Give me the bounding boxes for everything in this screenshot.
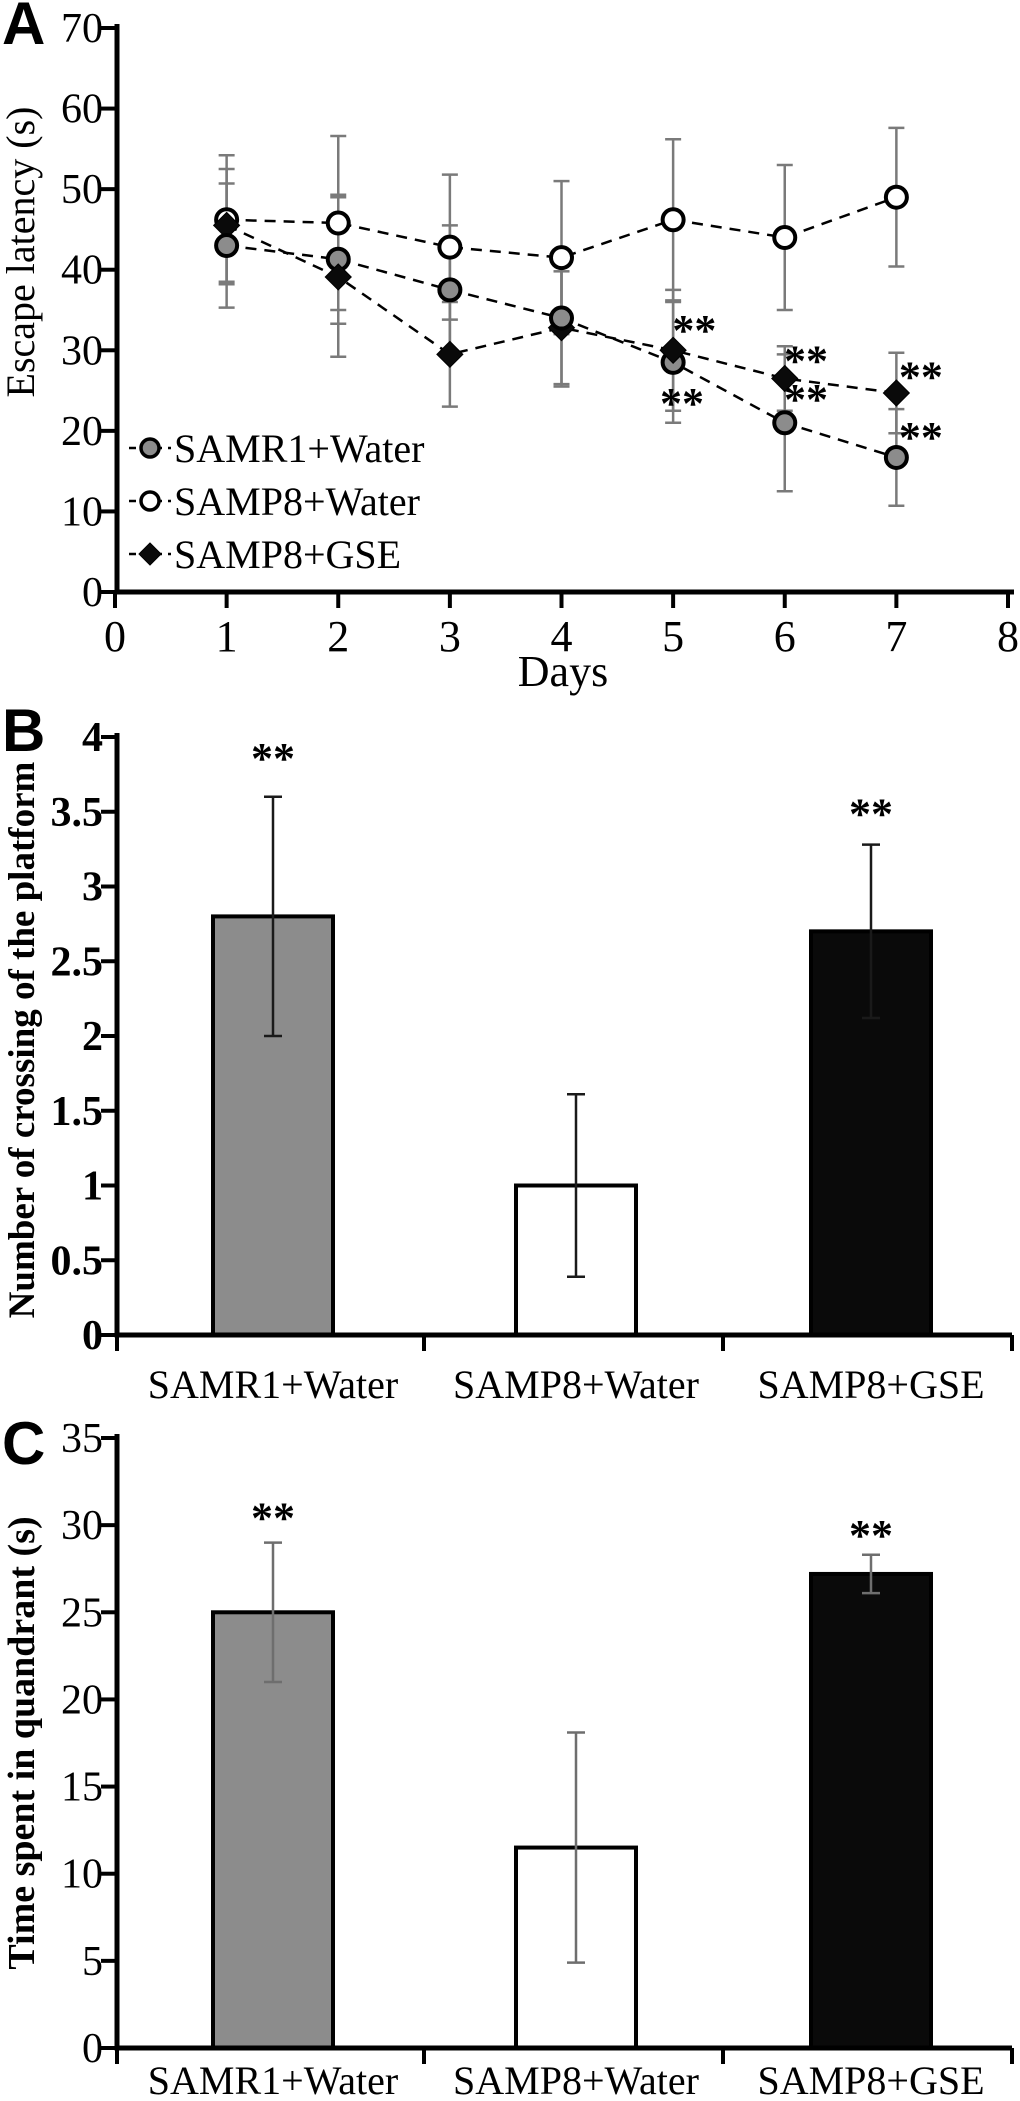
c-y-tick-label: 5 [82,1939,103,1985]
a-x-tick-label: 0 [104,612,126,661]
b-y-tick-label: 2 [82,1014,103,1060]
a-y-tick-label: 20 [61,409,103,455]
a-legend-label: SAMR1+Water [174,426,424,471]
c-y-tick-label: 0 [82,2026,103,2072]
a-significance-mark: ** [672,306,716,355]
a-marker-diamond [324,263,352,291]
a-legend-label: SAMP8+Water [174,479,420,524]
a-legend-marker [138,542,162,566]
c-significance-mark: ** [849,1511,893,1560]
a-marker-gray-circle [214,233,240,259]
a-legend-marker [139,437,161,459]
a-x-tick-label: 2 [327,612,349,661]
b-category-label: SAMR1+Water [148,1362,398,1407]
b-y-tick-label: 3.5 [51,790,104,836]
a-marker-white-circle [325,210,351,236]
b-y-axis-title: Number of crossing of the platform [2,761,43,1318]
b-y-tick-label: 3 [82,865,103,911]
c-bar-black [809,1571,933,2050]
a-y-tick-label: 30 [61,328,103,374]
panel-a-letter: A [2,0,46,57]
c-category-label: SAMP8+Water [453,2058,699,2101]
a-marker-diamond [882,379,911,407]
b-y-tick-label: 2.5 [51,939,104,985]
c-y-tick-label: 15 [61,1765,103,1811]
a-marker-white-circle [660,207,686,233]
a-y-axis-title: Escape latency (s) [0,107,43,398]
c-y-axis-title: Time spent in quandrant (s) [1,1516,43,1969]
a-y-tick-label: 60 [61,87,103,133]
a-marker-white-circle [883,184,909,210]
b-y-tick-label: 4 [82,715,103,761]
a-x-tick-label: 3 [439,612,461,661]
c-category-label: SAMR1+Water [148,2058,398,2101]
b-y-tick-label: 0 [82,1313,103,1359]
c-y-tick-label: 10 [61,1852,103,1898]
a-x-tick-label: 5 [662,612,684,661]
a-y-tick-label: 40 [61,248,103,294]
a-marker-diamond [436,340,464,369]
panel-c-letter: C [2,1410,46,1477]
b-category-label: SAMP8+Water [453,1362,699,1407]
c-y-tick-label: 25 [61,1590,103,1636]
c-category-label: SAMP8+GSE [757,2058,984,2101]
a-marker-gray-circle [883,444,909,470]
a-marker-gray-circle [549,305,574,331]
a-y-tick-label: 0 [82,570,103,616]
a-marker-gray-circle [437,277,463,303]
a-x-axis-title: Days [518,647,608,696]
b-significance-mark: ** [251,734,295,783]
a-x-tick-label: 8 [997,612,1019,661]
a-significance-mark: ** [784,337,828,386]
a-marker-diamond [659,336,687,364]
c-y-tick-label: 30 [61,1503,103,1549]
a-significance-mark: ** [899,353,943,402]
a-marker-white-circle [772,224,798,250]
a-marker-diamond [771,364,799,393]
c-y-tick-label: 35 [61,1416,103,1462]
b-y-tick-label: 1 [82,1164,103,1210]
a-significance-mark: ** [784,375,828,424]
a-significance-mark: ** [660,379,704,428]
a-y-tick-label: 50 [61,167,103,213]
a-x-tick-label: 4 [551,612,573,661]
a-y-tick-label: 70 [61,6,103,52]
a-marker-white-circle [437,234,463,260]
b-y-tick-label: 1.5 [51,1089,104,1135]
panel-b-letter: B [2,697,46,764]
a-marker-gray-circle [772,410,798,436]
a-legend-label: SAMP8+GSE [174,532,401,577]
a-x-tick-label: 6 [774,612,796,661]
b-category-label: SAMP8+GSE [757,1362,984,1407]
a-x-tick-label: 1 [216,612,238,661]
c-significance-mark: ** [251,1494,295,1543]
c-y-tick-label: 20 [61,1677,103,1723]
a-significance-mark: ** [899,413,943,462]
a-y-tick-label: 10 [61,489,103,535]
a-legend-marker [139,490,161,512]
a-x-tick-label: 7 [885,612,907,661]
a-marker-white-circle [549,245,574,271]
b-y-tick-label: 0.5 [51,1238,104,1284]
b-significance-mark: ** [849,789,893,838]
